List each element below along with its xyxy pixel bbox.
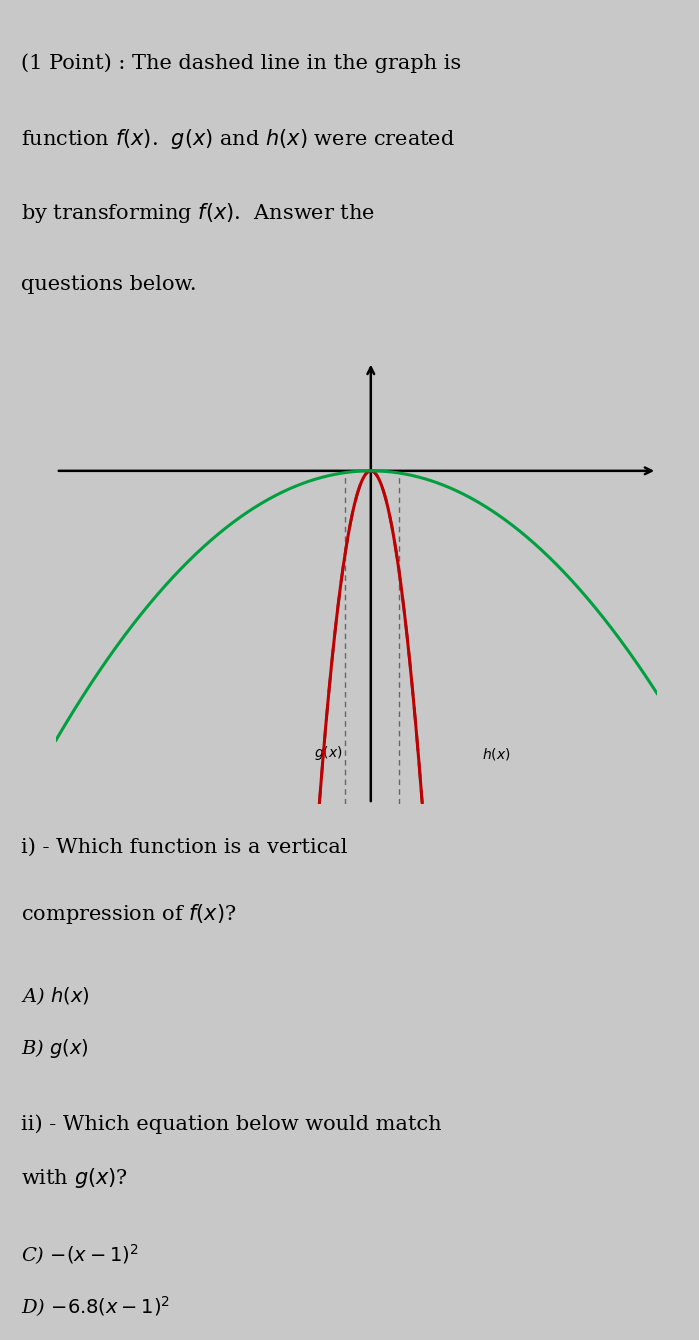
Text: by transforming $f(x)$.  Answer the: by transforming $f(x)$. Answer the (21, 201, 375, 225)
Text: D) $-6.8(x-1)^2$: D) $-6.8(x-1)^2$ (21, 1294, 170, 1319)
Text: A) $h(x)$: A) $h(x)$ (21, 985, 89, 1008)
Text: (1 Point) : The dashed line in the graph is: (1 Point) : The dashed line in the graph… (21, 54, 461, 74)
Text: C) $-(x-1)^2$: C) $-(x-1)^2$ (21, 1242, 138, 1268)
Text: $g(x)$: $g(x)$ (314, 744, 343, 761)
Text: compression of $f(x)$?: compression of $f(x)$? (21, 902, 236, 926)
Text: ii) - Which equation below would match: ii) - Which equation below would match (21, 1114, 442, 1134)
Text: i) - Which function is a vertical: i) - Which function is a vertical (21, 838, 347, 856)
Text: function $f(x)$.  $g(x)$ and $h(x)$ were created: function $f(x)$. $g(x)$ and $h(x)$ were … (21, 127, 455, 151)
Text: with $g(x)$?: with $g(x)$? (21, 1166, 128, 1190)
Text: B) $g(x)$: B) $g(x)$ (21, 1037, 89, 1060)
Text: questions below.: questions below. (21, 275, 196, 293)
Text: $h(x)$: $h(x)$ (482, 745, 511, 761)
